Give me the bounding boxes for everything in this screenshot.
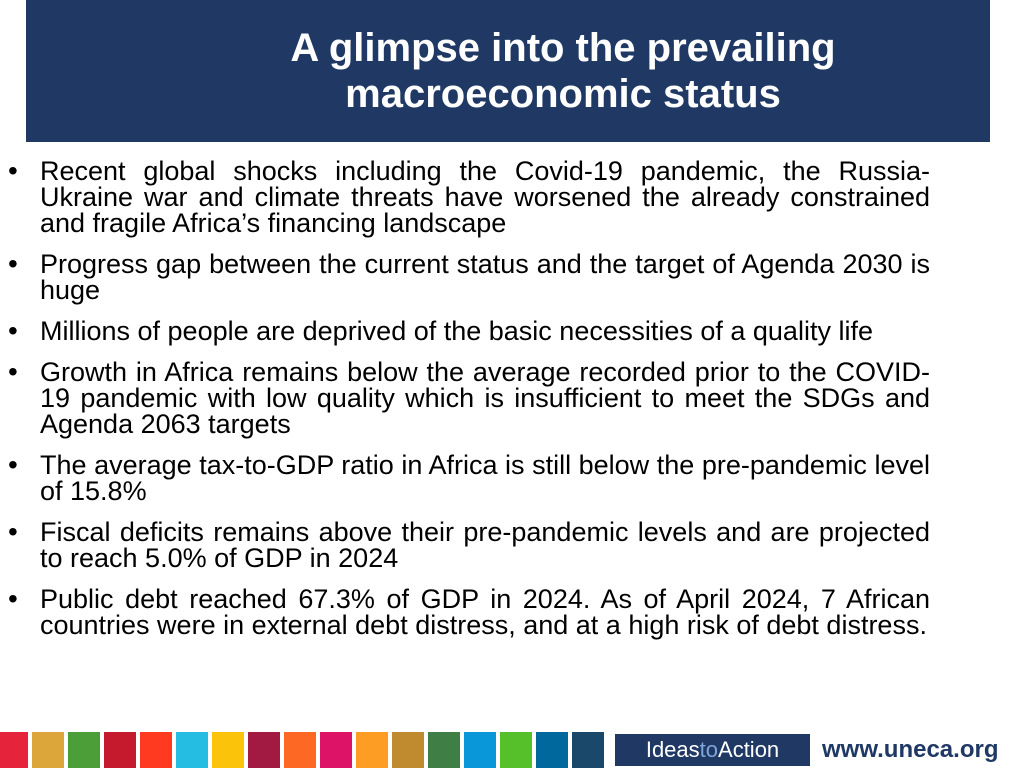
bullet-icon: • — [8, 155, 18, 186]
tagline-action: Action — [718, 737, 780, 762]
tagline-to: to — [699, 737, 719, 762]
bullet-icon: • — [8, 248, 18, 279]
slide-title: A glimpse into the prevailing macroecono… — [290, 26, 836, 116]
bullet-item: • The average tax-to-GDP ratio in Africa … — [8, 449, 930, 506]
sdg-square — [32, 732, 64, 768]
bullet-item: • Progress gap between the current status… — [8, 248, 930, 305]
bullet-text: Recent global shocks including the Covid… — [40, 156, 930, 238]
bullet-text: The average tax-to-GDP ratio in Africa i… — [40, 450, 930, 506]
bullet-item: • Public debt reached 67.3% of GDP in 202… — [8, 583, 930, 640]
sdg-square — [320, 732, 352, 768]
sdg-square — [176, 732, 208, 768]
bullet-text: Fiscal deficits remains above their pre-… — [40, 517, 930, 573]
website-link[interactable]: www.uneca.org — [822, 736, 999, 763]
bullet-text: Public debt reached 67.3% of GDP in 2024… — [40, 584, 930, 640]
sdg-square — [248, 732, 280, 768]
sdg-square — [392, 732, 424, 768]
sdg-square — [68, 732, 100, 768]
sdg-square — [356, 732, 388, 768]
tagline-ideas: Ideas — [645, 737, 700, 762]
sdg-square — [104, 732, 136, 768]
sdg-square — [572, 732, 604, 768]
sdg-square — [464, 732, 496, 768]
sdg-square — [212, 732, 244, 768]
sdg-square — [500, 732, 532, 768]
footer-bar: IdeastoAction www.uneca.org — [0, 732, 1024, 768]
bullet-item: • Recent global shocks including the Covi… — [8, 155, 930, 238]
bullet-text: Millions of people are deprived of the b… — [40, 316, 873, 346]
sdg-square — [284, 732, 316, 768]
bullet-item: • Fiscal deficits remains above their pre… — [8, 516, 930, 573]
bullet-icon: • — [8, 315, 18, 346]
sdg-square — [140, 732, 172, 768]
bullet-list: • Recent global shocks including the Covi… — [8, 155, 930, 653]
bullet-icon: • — [8, 516, 18, 547]
sdg-square — [0, 732, 28, 768]
bullet-text: Growth in Africa remains below the avera… — [40, 357, 930, 439]
bullet-icon: • — [8, 583, 18, 614]
bullet-text: Progress gap between the current status … — [40, 249, 930, 305]
sdg-square — [428, 732, 460, 768]
bullet-item: • Millions of people are deprived of the … — [8, 315, 930, 346]
bullet-item: • Growth in Africa remains below the aver… — [8, 356, 930, 439]
bullet-icon: • — [8, 449, 18, 480]
sdg-square — [536, 732, 568, 768]
title-banner: A glimpse into the prevailing macroecono… — [26, 0, 990, 142]
bullet-icon: • — [8, 356, 18, 387]
ideas-to-action-logo: IdeastoAction — [615, 734, 810, 766]
